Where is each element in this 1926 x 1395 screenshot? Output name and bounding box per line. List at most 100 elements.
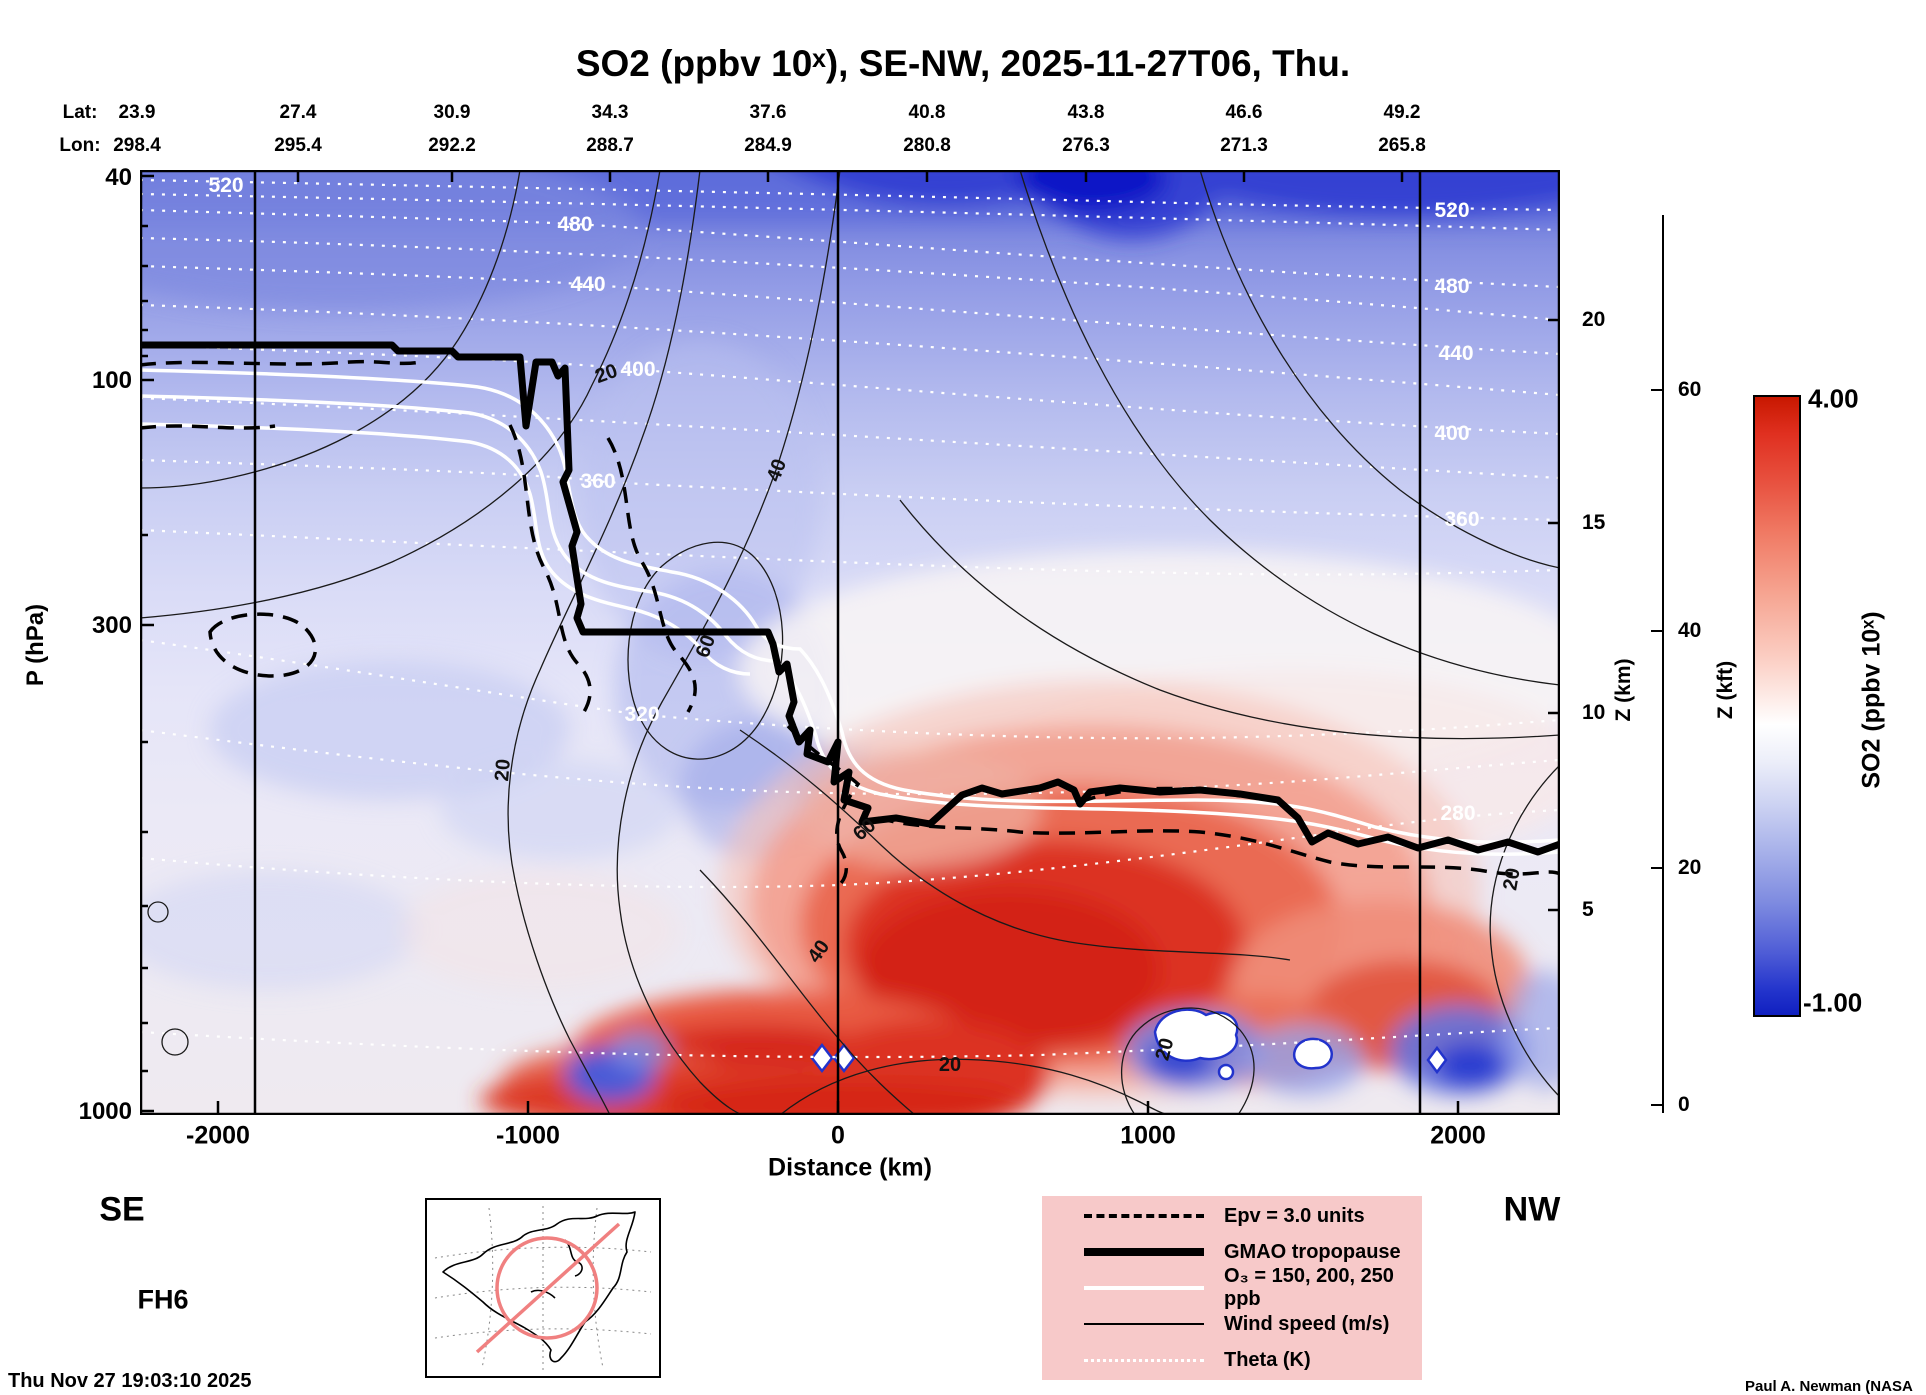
lat-value: 43.8 <box>1067 102 1105 123</box>
legend-item-theta: Theta (K) <box>1042 1344 1422 1376</box>
legend-box: Epv = 3.0 units GMAO tropopause O₃ = 150… <box>1042 1196 1422 1380</box>
svg-text:360: 360 <box>580 470 615 493</box>
map-graticule <box>434 1206 652 1370</box>
theta-line-swatch <box>1084 1358 1204 1362</box>
zkm-tick: 5 <box>1582 898 1594 921</box>
legend-item-o3: O₃ = 150, 200, 250 ppb <box>1042 1265 1422 1310</box>
cross-section-plot: 520 480 440 400 360 320 520 480 440 400 … <box>140 170 1560 1115</box>
distance-tick: 2000 <box>1430 1121 1486 1150</box>
svg-text:20: 20 <box>1499 866 1525 892</box>
epv-line-swatch <box>1084 1214 1204 1218</box>
lat-value: 46.6 <box>1225 102 1263 123</box>
svg-text:520: 520 <box>208 174 243 197</box>
lat-value: 34.3 <box>591 102 629 123</box>
forecast-hour-label: FH6 <box>137 1284 189 1315</box>
legend-label: Theta (K) <box>1224 1348 1311 1371</box>
wind-contours <box>140 170 1560 1115</box>
legend-label: Epv = 3.0 units <box>1224 1204 1365 1227</box>
lon-value: 271.3 <box>1220 135 1268 156</box>
distance-axis-title: Distance (km) <box>768 1153 932 1182</box>
lon-axis-label: Lon: <box>59 135 101 156</box>
zkm-tick: 20 <box>1582 308 1606 331</box>
svg-text:280: 280 <box>1440 802 1475 825</box>
distance-tick: -1000 <box>496 1121 560 1150</box>
distance-tick: 0 <box>831 1121 845 1150</box>
credit: Paul A. Newman (NASA <box>1745 1378 1913 1395</box>
pressure-axis-title: P (hPa) <box>22 603 49 687</box>
distance-tick: 1000 <box>1120 1121 1176 1150</box>
tropopause-line <box>140 341 1560 856</box>
lon-value: 265.8 <box>1378 135 1426 156</box>
distance-tick: -2000 <box>186 1121 250 1150</box>
so2-colorbar <box>1753 395 1801 1017</box>
page-title: SO2 (ppbv 10ˣ), SE-NW, 2025-11-27T06, Th… <box>575 43 1351 84</box>
legend-label: O₃ = 150, 200, 250 ppb <box>1224 1265 1394 1310</box>
lat-value: 49.2 <box>1383 102 1421 123</box>
colorbar-min: -1.00 <box>1803 987 1863 1018</box>
legend-item-epv: Epv = 3.0 units <box>1042 1200 1422 1232</box>
wind-line-swatch <box>1084 1323 1204 1325</box>
svg-text:20: 20 <box>939 1054 961 1076</box>
svg-text:400: 400 <box>1434 422 1469 445</box>
legend-item-wind: Wind speed (m/s) <box>1042 1308 1422 1340</box>
zkft-tickmark <box>1651 389 1663 391</box>
zkft-tickmark <box>1651 630 1663 632</box>
svg-text:360: 360 <box>1444 508 1479 531</box>
o3-contours <box>140 368 1560 856</box>
lat-value: 30.9 <box>433 102 471 123</box>
zkft-tickmark <box>1651 1104 1663 1106</box>
lon-value: 280.8 <box>903 135 951 156</box>
pressure-tick: 100 <box>91 367 132 394</box>
legend-label: Wind speed (m/s) <box>1224 1312 1390 1335</box>
timestamp: Thu Nov 27 19:03:10 2025 <box>8 1370 252 1392</box>
zkft-axis-title: Z (kft) <box>1714 660 1737 720</box>
o3-line-swatch <box>1084 1286 1204 1290</box>
lon-value: 292.2 <box>428 135 476 156</box>
zkm-tick: 10 <box>1582 701 1606 724</box>
svg-text:480: 480 <box>557 213 592 236</box>
svg-text:520: 520 <box>1434 199 1469 222</box>
svg-text:320: 320 <box>624 703 659 726</box>
colorbar-max: 4.00 <box>1808 383 1859 414</box>
pressure-tick: 40 <box>105 164 132 191</box>
axis-ticks <box>140 170 1560 1115</box>
zkft-tick: 40 <box>1678 619 1702 642</box>
lon-value: 288.7 <box>586 135 634 156</box>
legend-label: GMAO tropopause <box>1224 1240 1401 1263</box>
svg-text:440: 440 <box>570 273 605 296</box>
svg-text:480: 480 <box>1434 275 1469 298</box>
zkft-tick: 20 <box>1678 856 1702 879</box>
corner-se-label: SE <box>99 1190 145 1229</box>
corner-nw-label: NW <box>1503 1190 1561 1229</box>
zkft-axis-line <box>1662 215 1664 1113</box>
tropopause-line-swatch <box>1084 1248 1204 1256</box>
plot-frame <box>140 170 1560 1115</box>
lat-value: 40.8 <box>908 102 946 123</box>
map-transect-line <box>475 1222 621 1354</box>
svg-text:400: 400 <box>620 358 655 381</box>
pressure-tick: 300 <box>91 612 132 639</box>
zkft-tick: 60 <box>1678 378 1702 401</box>
lon-value: 276.3 <box>1062 135 1110 156</box>
map-transect-circle <box>495 1236 599 1340</box>
lon-value: 295.4 <box>274 135 322 156</box>
svg-text:440: 440 <box>1438 342 1473 365</box>
lon-value: 284.9 <box>744 135 792 156</box>
reference-vertical-lines <box>253 170 1422 1115</box>
zkm-axis-title: Z (km) <box>1612 658 1635 722</box>
theta-contour-labels: 520 480 440 400 360 320 520 480 440 400 … <box>208 174 1479 825</box>
lat-value: 23.9 <box>118 102 156 123</box>
legend-item-tropopause: GMAO tropopause <box>1042 1236 1422 1268</box>
zkm-tick: 15 <box>1582 511 1606 534</box>
svg-text:20: 20 <box>491 758 515 782</box>
zkft-tick: 0 <box>1678 1093 1690 1116</box>
transect-map-inset <box>425 1198 661 1378</box>
colorbar-title: SO2 (ppbv 10ˣ) <box>1857 611 1886 789</box>
lat-axis-label: Lat: <box>62 102 98 123</box>
zkft-tickmark <box>1651 867 1663 869</box>
pressure-tick: 1000 <box>78 1098 132 1125</box>
lon-value: 298.4 <box>113 135 161 156</box>
lat-value: 37.6 <box>749 102 787 123</box>
lat-value: 27.4 <box>279 102 317 123</box>
